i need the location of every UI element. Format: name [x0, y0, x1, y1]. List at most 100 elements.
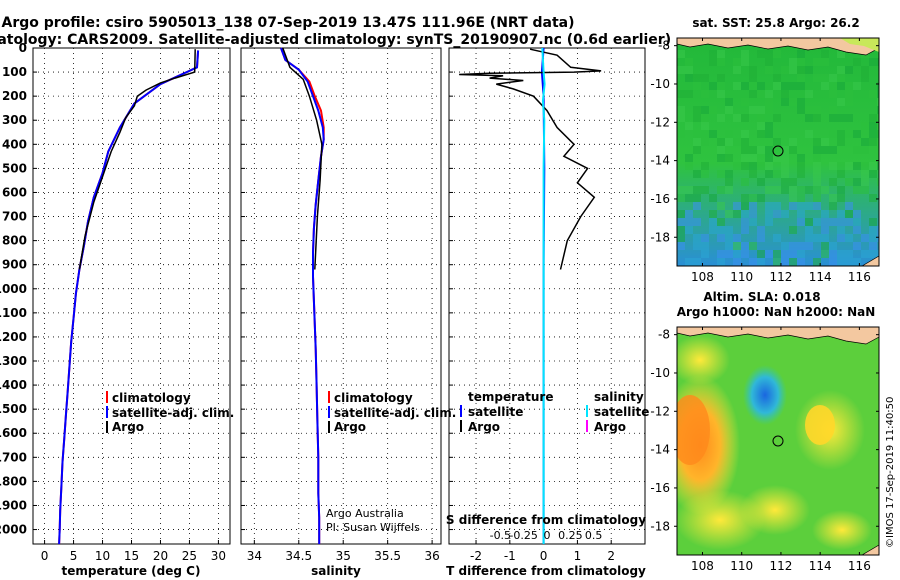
legend-swatch-climatology — [106, 391, 108, 403]
sst-pixel — [717, 250, 725, 258]
sst-pixel — [741, 154, 749, 162]
sst-pixel — [717, 258, 725, 266]
sst-pixel — [837, 170, 845, 178]
sst-pixel — [717, 138, 725, 146]
series-line-temperature-argo — [459, 48, 602, 270]
sst-pixel — [805, 106, 813, 114]
sst-pixel — [677, 114, 685, 122]
sst-pixel — [853, 162, 861, 170]
sst-pixel — [797, 154, 805, 162]
sst-pixel — [741, 82, 749, 90]
sst-pixel — [749, 218, 757, 226]
sst-pixel — [693, 242, 701, 250]
sst-pixel — [869, 90, 877, 98]
sst-pixel — [869, 162, 877, 170]
sst-pixel — [805, 90, 813, 98]
sst-pixel — [677, 106, 685, 114]
sst-pixel — [765, 186, 773, 194]
depth-tick-label: 400 — [2, 137, 27, 151]
sst-pixel — [821, 74, 829, 82]
x-tick-label: 0 — [41, 549, 49, 563]
sst-pixel — [789, 98, 797, 106]
sst-pixel — [757, 114, 765, 122]
sst-pixel — [837, 250, 845, 258]
sst-pixel — [677, 130, 685, 138]
sst-pixel — [725, 250, 733, 258]
sst-pixel — [781, 242, 789, 250]
sst-pixel — [853, 178, 861, 186]
sst-pixel — [757, 250, 765, 258]
sst-pixel — [765, 50, 773, 58]
sst-pixel — [829, 130, 837, 138]
sst-pixel — [749, 162, 757, 170]
sst-pixel — [757, 258, 765, 266]
sst-pixel — [773, 258, 781, 266]
temperature-xlabel: temperature (deg C) — [62, 564, 201, 578]
sst-pixel — [749, 66, 757, 74]
legend-label-temp-argo: Argo — [468, 420, 500, 434]
legend-swatch-sal-satellite — [586, 405, 588, 417]
difference-xlabel: T difference from climatology — [446, 564, 646, 578]
sst-pixel — [813, 154, 821, 162]
sst-pixel — [837, 74, 845, 82]
sst-pixel — [781, 186, 789, 194]
sst-pixel — [765, 154, 773, 162]
legend-label-satellite-adj: satellite-adj. clim. — [334, 406, 456, 420]
sst-pixel — [677, 50, 685, 58]
sst-pixel — [749, 74, 757, 82]
sst-pixel — [685, 186, 693, 194]
sst-pixel — [813, 234, 821, 242]
sst-pixel — [837, 162, 845, 170]
sst-pixel — [813, 146, 821, 154]
sst-pixel — [725, 234, 733, 242]
sst-pixel — [829, 178, 837, 186]
temperature-legend: climatology satellite-adj. clim. Argo — [106, 391, 234, 434]
sst-pixel — [845, 82, 853, 90]
sst-pixel — [869, 114, 877, 122]
sst-pixel — [789, 194, 797, 202]
sst-pixel — [741, 98, 749, 106]
sst-pixel — [869, 226, 877, 234]
imos-footer: ©IMOS 17-Sep-2019 11:40:50 — [885, 397, 896, 548]
sst-pixel — [725, 170, 733, 178]
sst-pixel — [701, 122, 709, 130]
map-lat-label: -8 — [658, 39, 670, 53]
sst-pixel — [869, 138, 877, 146]
sst-pixel — [853, 218, 861, 226]
sst-pixel — [781, 170, 789, 178]
sst-pixel — [701, 162, 709, 170]
depth-tick-label: 1100 — [0, 306, 27, 320]
sst-pixel — [781, 250, 789, 258]
s-difference-label: S difference from climatology — [446, 513, 646, 527]
sst-pixel — [805, 234, 813, 242]
sst-pixel — [733, 258, 741, 266]
sst-pixel — [709, 50, 717, 58]
map-lat-label: -8 — [658, 328, 670, 342]
sst-pixel — [757, 122, 765, 130]
sst-pixel — [853, 210, 861, 218]
sst-pixel — [709, 226, 717, 234]
sst-pixel — [877, 90, 879, 98]
sst-pixel — [869, 242, 877, 250]
sst-pixel — [837, 226, 845, 234]
sst-pixel — [821, 186, 829, 194]
sla-map-frame — [676, 326, 880, 556]
sst-pixel — [845, 66, 853, 74]
sst-pixel — [869, 130, 877, 138]
sst-pixel — [677, 210, 685, 218]
sst-pixel — [685, 258, 693, 266]
legend-label-satellite-adj: satellite-adj. clim. — [112, 406, 234, 420]
sst-pixel — [869, 122, 877, 130]
series-line-satellite-adj-clim- — [280, 47, 325, 544]
sst-pixel — [693, 170, 701, 178]
sst-pixel — [845, 90, 853, 98]
sst-pixel — [829, 82, 837, 90]
map-lat-label: -14 — [650, 443, 670, 457]
sst-pixel — [741, 250, 749, 258]
sst-pixel — [693, 130, 701, 138]
sst-pixel — [837, 234, 845, 242]
legend-label-argo: Argo — [112, 420, 144, 434]
map-lon-label: 114 — [809, 270, 832, 284]
sst-pixel — [869, 250, 877, 258]
